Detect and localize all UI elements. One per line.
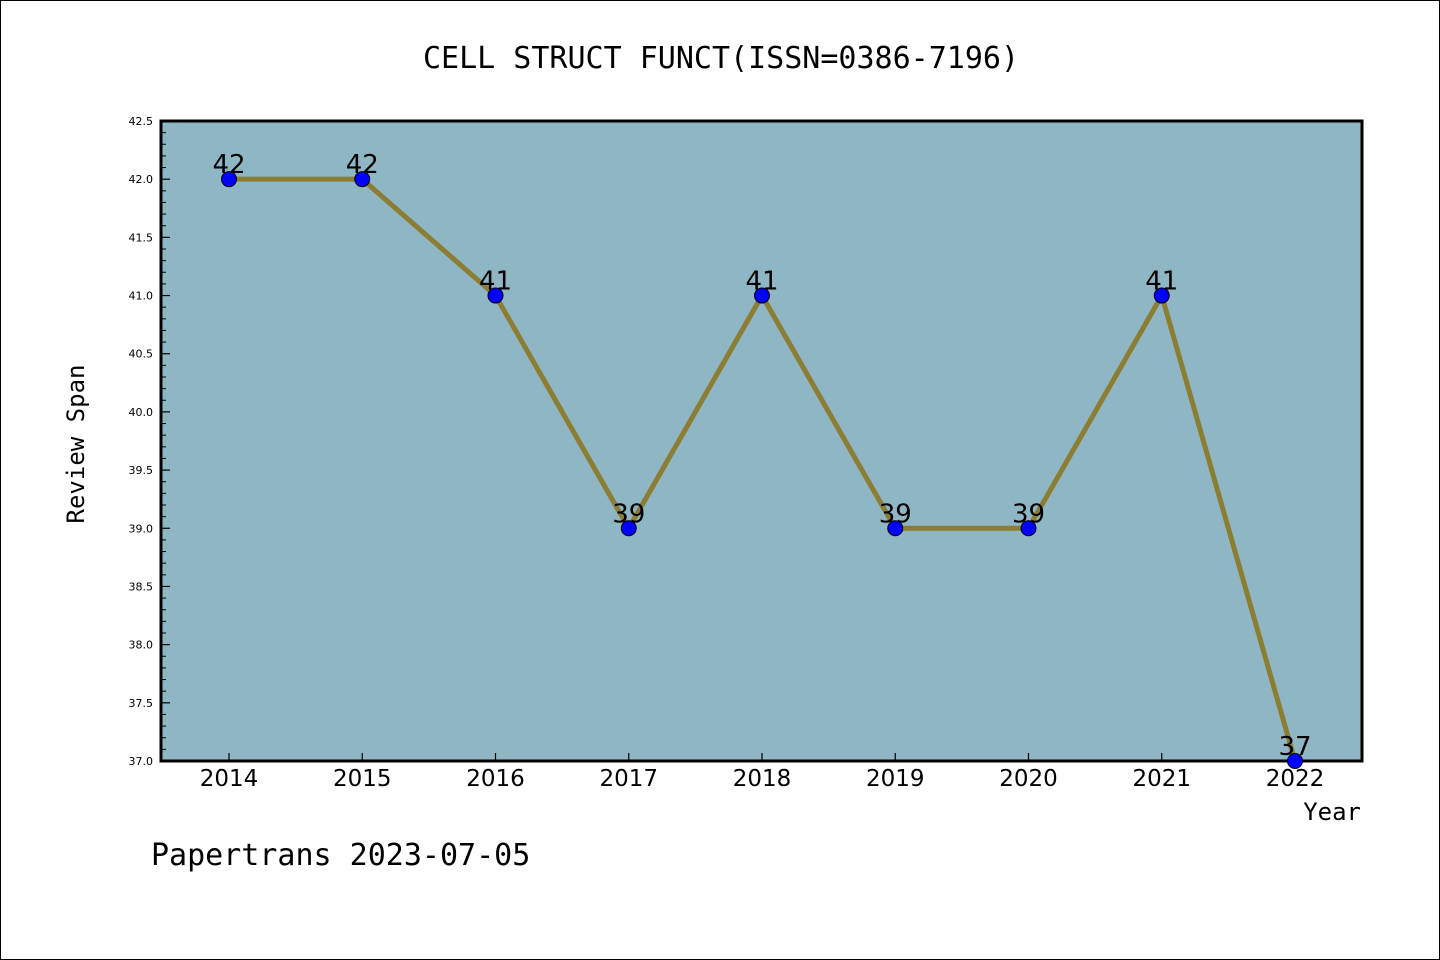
y-tick-label: 39.0 [129, 522, 154, 535]
x-tick-label: 2019 [866, 766, 925, 792]
x-tick-label: 2015 [333, 766, 392, 792]
data-label: 41 [745, 267, 778, 297]
data-point [620, 520, 637, 537]
y-tick-label: 41.5 [129, 231, 154, 244]
footer-credit: Papertrans 2023-07-05 [151, 838, 530, 873]
chart-title: CELL STRUCT FUNCT(ISSN=0386-7196) [423, 41, 1019, 76]
series-layer: 42 42 41 39 41 39 39 41 37 [212, 150, 1312, 769]
data-label: 37 [1278, 732, 1311, 762]
y-tick-label: 40.0 [129, 406, 154, 419]
y-tick-label: 39.5 [129, 464, 154, 477]
x-axis-label: Year [1303, 798, 1361, 826]
data-label: 41 [1145, 267, 1178, 297]
data-label: 41 [479, 267, 512, 297]
data-label: 42 [212, 150, 245, 180]
y-tick-label: 41.0 [129, 290, 154, 303]
data-point [354, 171, 371, 188]
y-tick-label: 42.0 [129, 173, 154, 186]
y-tick-label: 40.5 [129, 348, 154, 361]
y-axis-label: Review Span [62, 365, 90, 524]
data-point [221, 171, 237, 188]
data-point [1287, 753, 1303, 769]
y-tick-label: 38.5 [129, 580, 154, 593]
data-label: 39 [612, 499, 645, 529]
x-axis: 2014 2015 2016 2017 2018 2019 2020 2021 2022 [200, 753, 1325, 792]
data-point [754, 287, 770, 304]
x-tick-label: 2016 [466, 766, 525, 792]
x-tick-label: 2021 [1132, 766, 1191, 792]
y-axis: 37.0 37.5 38.0 38.5 39.0 39.5 40.0 40.5 41.0 41.5… [129, 115, 170, 768]
data-label: 39 [879, 499, 912, 529]
data-point [487, 287, 504, 304]
data-label: 39 [1012, 499, 1045, 529]
y-tick-label: 42.5 [129, 115, 154, 128]
data-point [887, 520, 904, 537]
x-tick-label: 2017 [599, 766, 658, 792]
data-label: 42 [346, 150, 379, 180]
data-point [1153, 287, 1170, 304]
x-tick-label: 2014 [200, 766, 259, 792]
plot-area [159, 119, 1364, 763]
y-tick-label: 38.0 [129, 639, 154, 652]
y-tick-label: 37.5 [129, 697, 154, 710]
x-tick-label: 2020 [999, 766, 1058, 792]
x-tick-label: 2018 [733, 766, 792, 792]
data-point [1020, 520, 1037, 537]
y-tick-label: 37.0 [129, 755, 154, 768]
x-tick-label: 2022 [1266, 766, 1325, 792]
